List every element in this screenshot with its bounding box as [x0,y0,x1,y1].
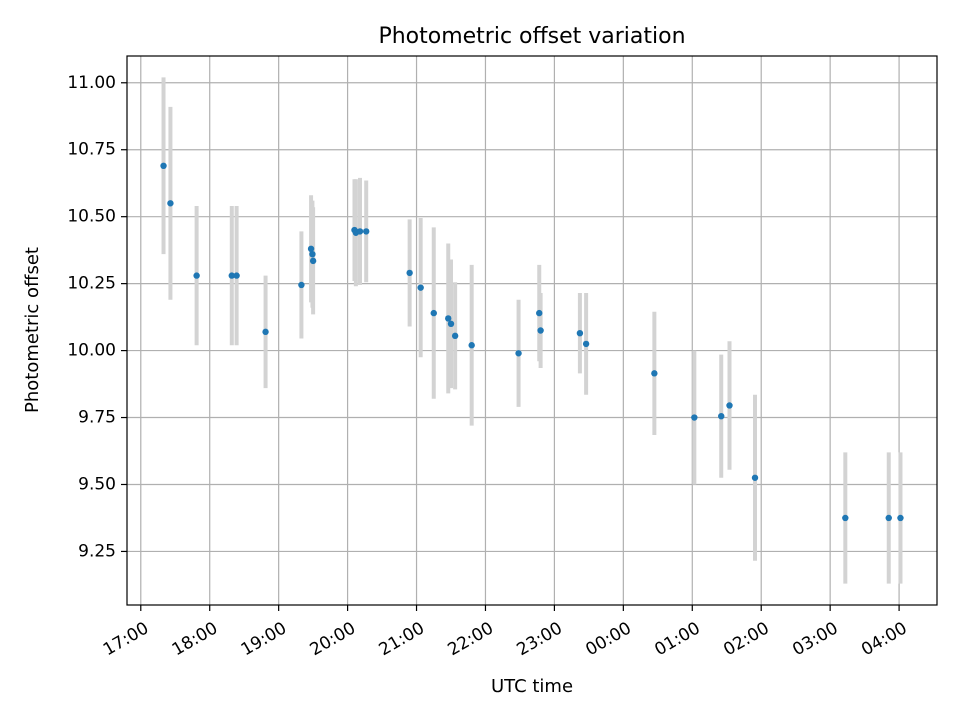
chart-title: Photometric offset variation [378,24,685,49]
y-tick-label: 10.00 [67,341,116,361]
y-tick-label: 10.50 [67,207,116,227]
y-tick-label: 10.75 [67,140,116,160]
y-tick-label: 10.25 [67,274,116,294]
y-tick-label: 9.75 [78,408,116,428]
data-point [233,272,240,279]
data-point [356,228,364,235]
data-point [651,370,658,377]
y-axis-label: Photometric offset [22,247,43,413]
data-point [576,329,584,337]
data-point [417,284,424,291]
data-point [228,272,235,279]
data-point [718,412,725,420]
data-point [298,281,305,289]
data-point [447,320,455,328]
x-axis-label: UTC time [491,676,573,697]
data-point [451,332,459,340]
data-point [309,250,316,258]
data-point [751,474,759,481]
data-point [193,272,200,279]
ticks [121,82,900,611]
y-tick-label: 9.25 [78,541,116,561]
y-tick-labels: 9.25 9.50 9.75 10.00 10.25 10.50 10.75 11.00 [67,73,116,562]
data-point [468,342,475,349]
data-point [885,514,892,522]
data-point [842,514,849,522]
grid [127,56,937,605]
data-point [536,309,543,317]
data-point [430,309,437,317]
data-point [691,414,698,421]
data-point [582,340,590,348]
data-point [537,327,544,334]
data-point [160,162,167,169]
data-point [363,228,370,235]
data-point [167,200,174,207]
data-point [897,514,904,522]
data-point [406,269,413,277]
data-point [726,402,733,409]
data-point [309,257,317,265]
y-tick-label: 9.50 [78,474,116,494]
plot-frame [126,55,938,606]
data-point [515,350,522,357]
data-point [307,245,315,253]
data-point [262,328,269,336]
data-points [160,162,904,522]
data-point [445,315,452,322]
y-tick-label: 11.00 [67,73,116,93]
